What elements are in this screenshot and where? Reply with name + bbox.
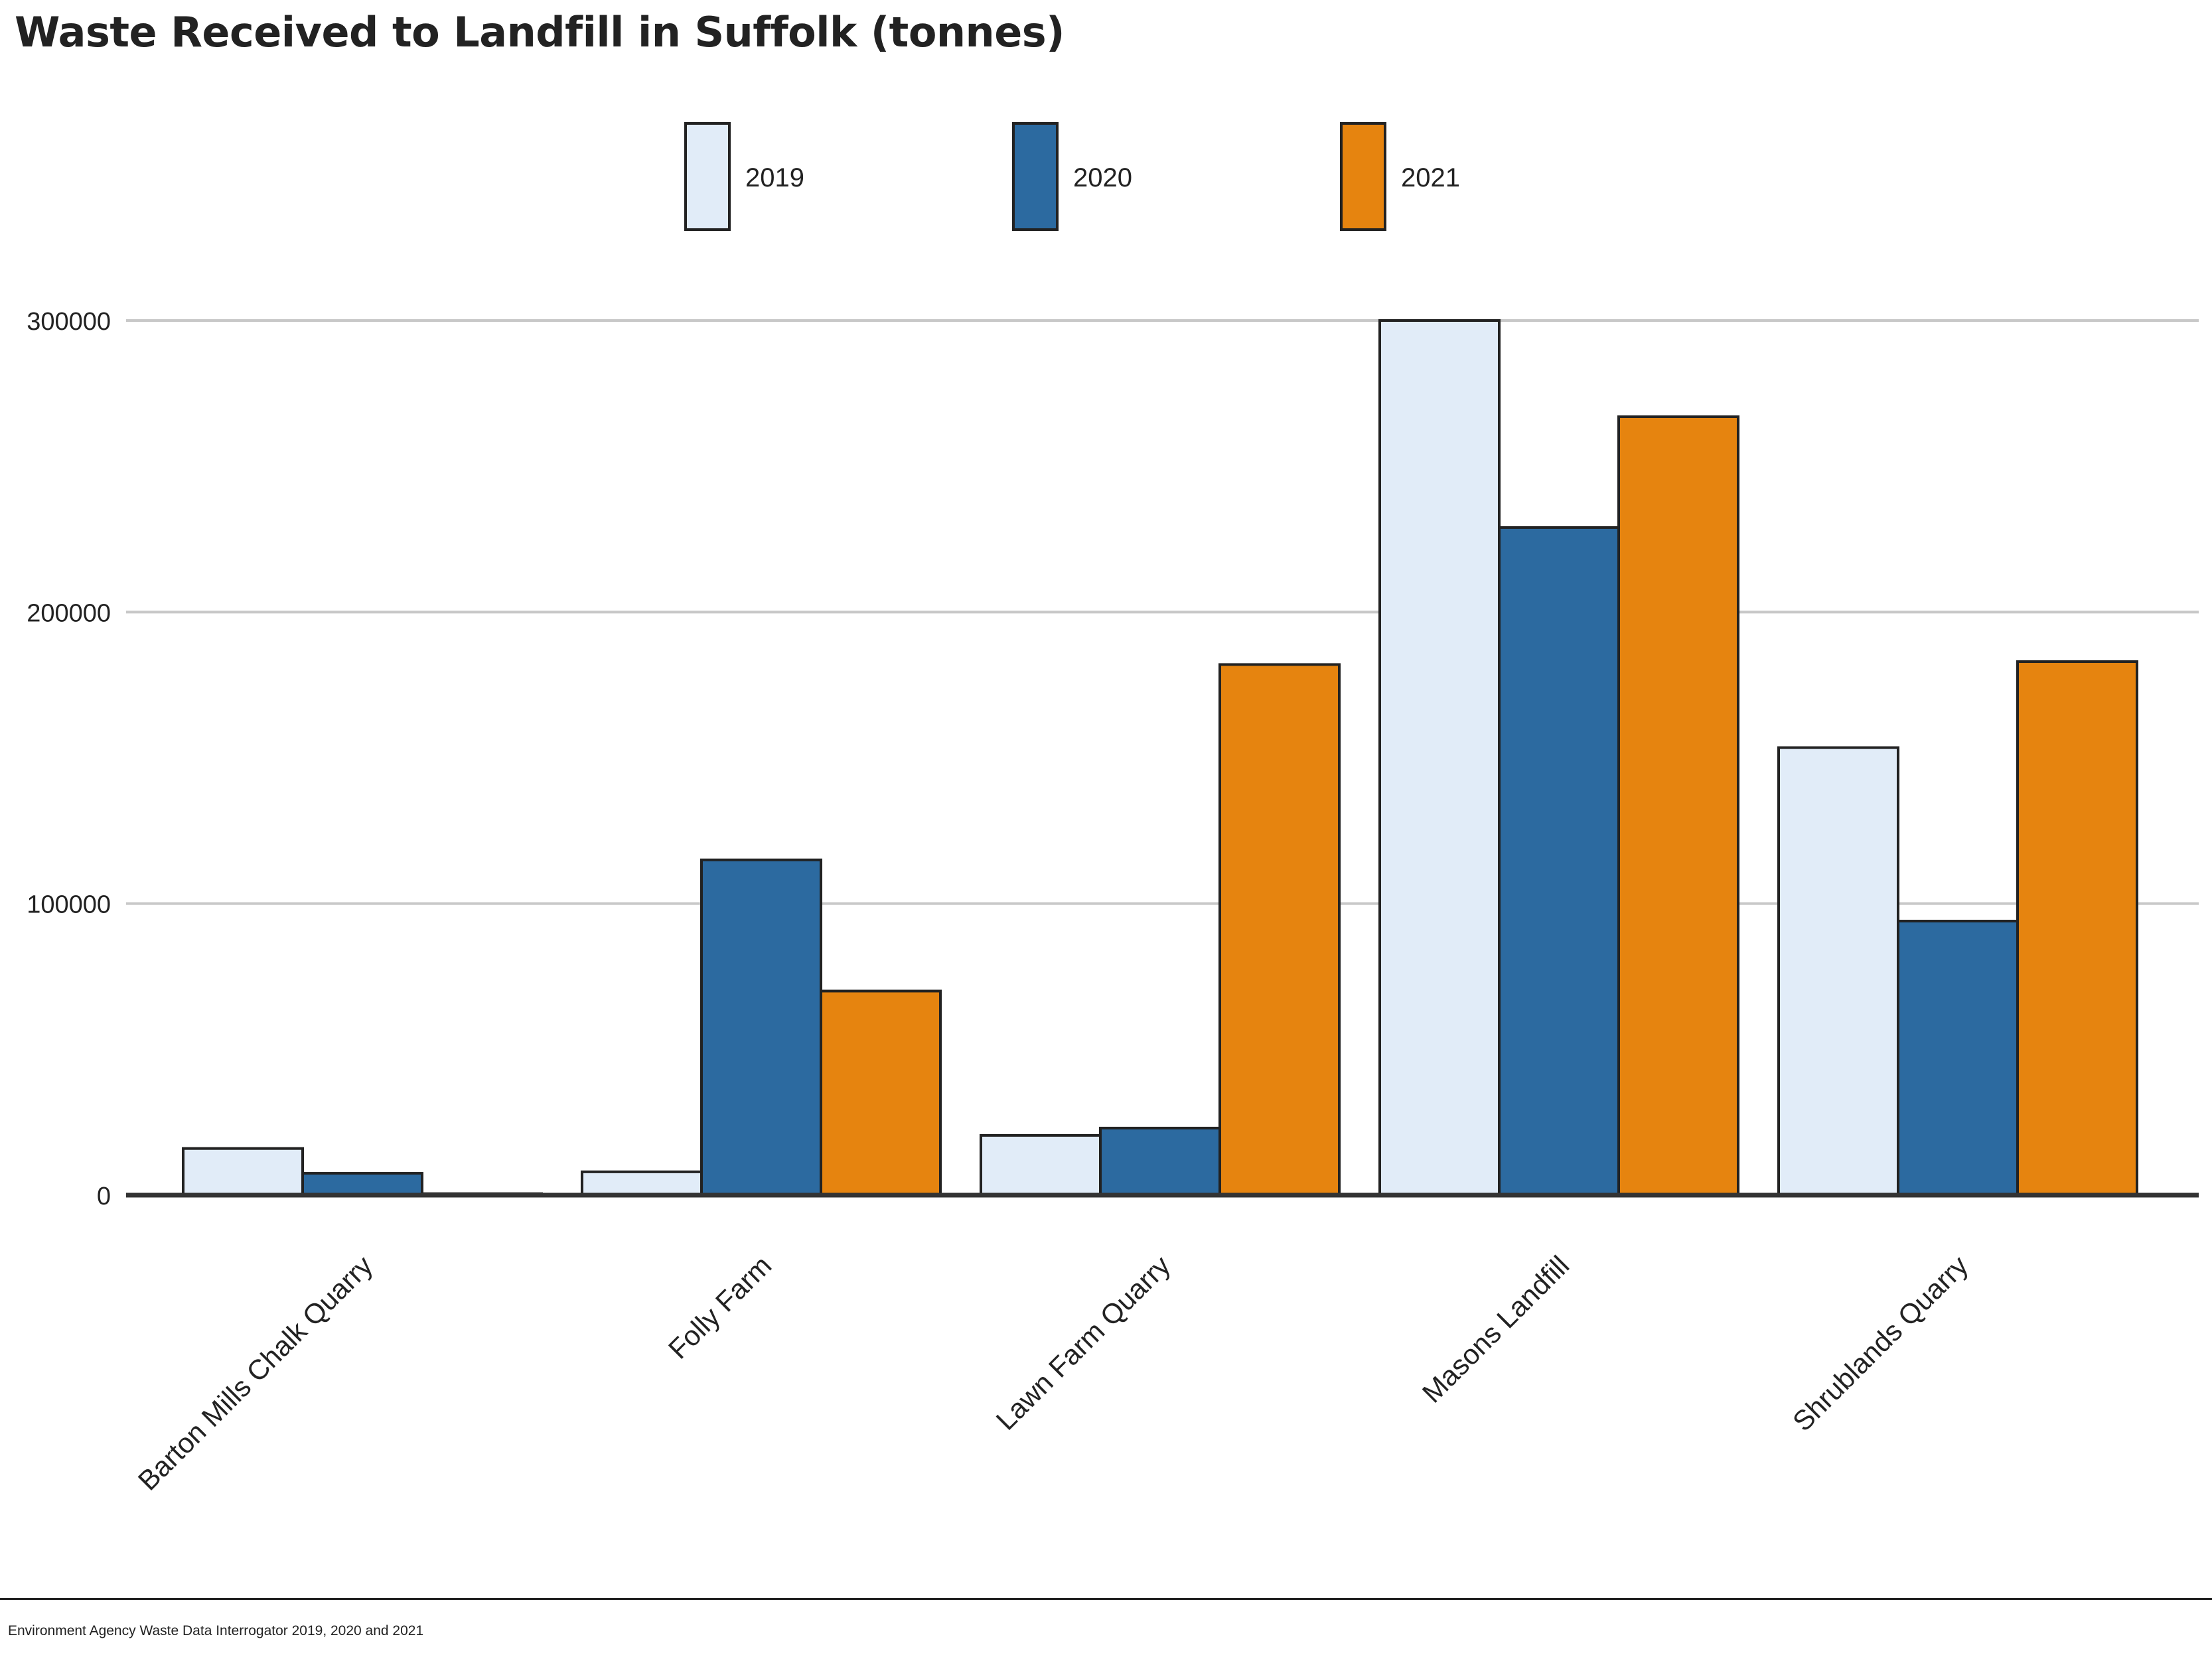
x-axis-labels: Barton Mills Chalk Quarry Folly Farm Lawn … xyxy=(132,1250,1974,1496)
x-tick-label: Barton Mills Chalk Quarry xyxy=(132,1250,379,1496)
bar xyxy=(1099,1126,1221,1197)
bar xyxy=(1777,746,1899,1196)
bar xyxy=(980,1133,1102,1196)
bar xyxy=(820,989,942,1196)
chart-title: Waste Received to Landfill in Suffolk (t… xyxy=(15,8,1065,56)
bar xyxy=(1498,526,1620,1196)
legend-swatch xyxy=(1340,122,1386,231)
bar xyxy=(301,1172,423,1197)
y-tick-label: 0 xyxy=(97,1183,111,1210)
bar xyxy=(581,1170,703,1197)
x-tick-label: Masons Landfill xyxy=(1416,1250,1576,1409)
legend-label: 2020 xyxy=(1073,163,1132,192)
y-tick-label: 100000 xyxy=(27,891,111,919)
legend-label: 2019 xyxy=(745,163,804,192)
y-tick-label: 200000 xyxy=(27,599,111,627)
footer-divider xyxy=(0,1598,2212,1600)
y-axis-ticks: 0 100000 200000 300000 xyxy=(27,308,111,1210)
x-tick-label: Folly Farm xyxy=(662,1250,777,1364)
legend: 2019 2020 2021 xyxy=(684,122,1460,231)
bar xyxy=(182,1147,304,1196)
bar xyxy=(1218,663,1341,1196)
x-tick-label: Shrublands Quarry xyxy=(1787,1250,1974,1437)
bar xyxy=(1617,415,1739,1196)
bars xyxy=(182,319,2138,1197)
x-tick-label: Lawn Farm Quarry xyxy=(990,1250,1177,1436)
legend-label: 2021 xyxy=(1401,163,1460,192)
bar xyxy=(1378,319,1501,1196)
y-tick-label: 300000 xyxy=(27,308,111,336)
bar xyxy=(1897,920,2019,1196)
legend-swatch xyxy=(1012,122,1059,231)
bar-chart: 0 100000 200000 300000 Barton Mills Chalk Q… xyxy=(27,122,2199,1496)
source-note: Environment Agency Waste Data Interrogat… xyxy=(8,1623,424,1638)
bar xyxy=(2016,660,2138,1196)
bar xyxy=(700,858,822,1197)
legend-swatch xyxy=(684,122,731,231)
